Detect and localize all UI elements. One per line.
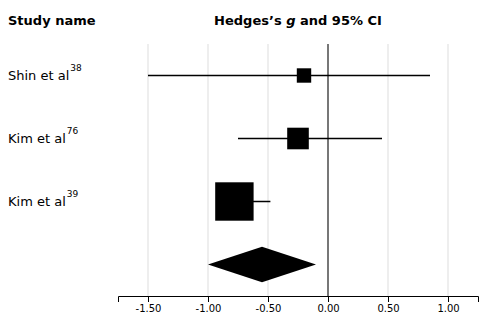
- x-tick-label: -1.00: [196, 303, 222, 314]
- x-tick: -1.50: [136, 296, 162, 314]
- confidence-interval: [238, 138, 382, 139]
- x-tick-label: 1.00: [437, 303, 459, 314]
- x-tick: 0.50: [377, 296, 399, 314]
- effect-box: [215, 182, 253, 220]
- study-label: Shin et al: [8, 68, 69, 83]
- x-tick-label: -1.50: [136, 303, 162, 314]
- reference-line: [328, 44, 329, 296]
- grid-line: [328, 44, 329, 296]
- column-header: Study name: [8, 13, 96, 28]
- effect-box: [287, 128, 309, 150]
- grid-line: [148, 44, 149, 296]
- grid: [148, 44, 448, 296]
- study-superscript: 76: [67, 126, 79, 136]
- x-axis: -1.50 -1.00 -0.50 0.00 0.50 1.00: [119, 296, 479, 314]
- column-header: Hedges’s g and 95% CI: [214, 13, 382, 28]
- x-tick-mark: [328, 296, 329, 302]
- x-tick-mark: [148, 296, 149, 302]
- x-axis-line: [119, 297, 479, 303]
- grid-line: [388, 44, 389, 296]
- study-label: Kim et al: [8, 194, 66, 209]
- confidence-interval: [148, 75, 430, 76]
- study-label: Kim et al: [8, 131, 66, 146]
- effect-box: [297, 68, 311, 82]
- x-tick-mark: [268, 296, 269, 302]
- marks: [148, 44, 430, 296]
- x-tick: 0.00: [317, 296, 339, 314]
- pooled-diamond: [208, 247, 316, 282]
- chart: -1.50 -1.00 -0.50 0.00 0.50 1.00 Shin et al38 K…: [0, 0, 500, 328]
- study-superscript: 39: [67, 189, 79, 199]
- grid-line: [448, 44, 449, 296]
- x-tick: -1.00: [196, 296, 222, 314]
- x-tick-label: -0.50: [256, 303, 282, 314]
- study-superscript: 38: [70, 63, 82, 73]
- x-tick-mark: [388, 296, 389, 302]
- plot: -1.50 -1.00 -0.50 0.00 0.50 1.00: [119, 44, 479, 314]
- x-tick-mark: [448, 296, 449, 302]
- x-tick-label: 0.00: [317, 303, 339, 314]
- x-tick: 1.00: [437, 296, 459, 314]
- x-tick-label: 0.50: [377, 303, 399, 314]
- grid-line: [208, 44, 209, 296]
- x-tick: -0.50: [256, 296, 282, 314]
- x-tick-mark: [208, 296, 209, 302]
